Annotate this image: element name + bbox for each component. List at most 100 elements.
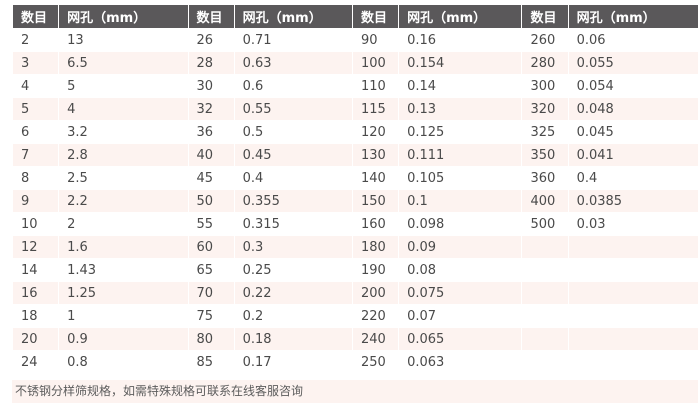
aperture-cell: 0.063: [399, 351, 522, 373]
aperture-cell: 0.17: [234, 351, 352, 373]
mesh-count-cell: [522, 236, 568, 258]
aperture-cell: 0.0385: [568, 190, 698, 212]
mesh-count-cell: 40: [188, 144, 234, 166]
aperture-cell: 2: [59, 213, 188, 235]
table-row: 8 2.5 45 0.4 140 0.105 360 0.4: [13, 167, 698, 189]
mesh-count-cell: [522, 259, 568, 281]
aperture-cell: 1.43: [59, 259, 188, 281]
table-row: 18 1 75 0.2 220 0.07: [13, 305, 698, 327]
mesh-count-cell: 32: [188, 98, 234, 120]
table-row: 24 0.8 85 0.17 250 0.063: [13, 351, 698, 373]
aperture-cell: 2.2: [59, 190, 188, 212]
aperture-cell: 0.09: [399, 236, 522, 258]
aperture-cell: 4: [59, 98, 188, 120]
mesh-count-cell: 6: [13, 121, 59, 143]
aperture-cell: 0.25: [234, 259, 352, 281]
table-row: 16 1.25 70 0.22 200 0.075: [13, 282, 698, 304]
header-mesh-count-4: 数目: [522, 5, 568, 28]
aperture-cell: [568, 259, 698, 281]
aperture-cell: 0.18: [234, 328, 352, 350]
mesh-count-cell: 60: [188, 236, 234, 258]
mesh-count-cell: 280: [522, 52, 568, 74]
aperture-cell: 0.55: [234, 98, 352, 120]
mesh-count-cell: 36: [188, 121, 234, 143]
mesh-count-cell: 20: [13, 328, 59, 350]
mesh-count-cell: 28: [188, 52, 234, 74]
aperture-cell: 0.054: [568, 75, 698, 97]
mesh-count-cell: [522, 305, 568, 327]
table-row: 9 2.2 50 0.355 150 0.1 400 0.0385: [13, 190, 698, 212]
aperture-cell: 0.14: [399, 75, 522, 97]
mesh-count-cell: 115: [352, 98, 399, 120]
aperture-cell: 0.041: [568, 144, 698, 166]
header-aperture-3: 网孔（mm）: [399, 5, 522, 28]
mesh-count-cell: 320: [522, 98, 568, 120]
aperture-cell: 3.2: [59, 121, 188, 143]
header-aperture-2: 网孔（mm）: [234, 5, 352, 28]
aperture-cell: 0.048: [568, 98, 698, 120]
aperture-cell: 0.355: [234, 190, 352, 212]
aperture-cell: 0.9: [59, 328, 188, 350]
mesh-count-cell: 7: [13, 144, 59, 166]
mesh-count-cell: 9: [13, 190, 59, 212]
mesh-count-cell: 16: [13, 282, 59, 304]
aperture-cell: 0.075: [399, 282, 522, 304]
aperture-cell: 0.105: [399, 167, 522, 189]
mesh-count-cell: 80: [188, 328, 234, 350]
aperture-cell: 0.63: [234, 52, 352, 74]
aperture-cell: 0.125: [399, 121, 522, 143]
aperture-cell: 1.6: [59, 236, 188, 258]
aperture-cell: [568, 236, 698, 258]
table-header-row: 数目 网孔（mm） 数目 网孔（mm） 数目 网孔（mm） 数目 网孔（mm）: [13, 5, 698, 28]
aperture-cell: [568, 351, 698, 373]
aperture-cell: 0.1: [399, 190, 522, 212]
aperture-cell: 6.5: [59, 52, 188, 74]
header-mesh-count-1: 数目: [13, 5, 59, 28]
mesh-count-cell: 325: [522, 121, 568, 143]
table-row: 7 2.8 40 0.45 130 0.111 350 0.041: [13, 144, 698, 166]
aperture-cell: 1.25: [59, 282, 188, 304]
aperture-cell: 0.065: [399, 328, 522, 350]
sieve-spec-table: 数目 网孔（mm） 数目 网孔（mm） 数目 网孔（mm） 数目 网孔（mm） …: [12, 4, 699, 374]
mesh-count-cell: 5: [13, 98, 59, 120]
aperture-cell: 0.4: [568, 167, 698, 189]
mesh-count-cell: 12: [13, 236, 59, 258]
mesh-count-cell: 150: [352, 190, 399, 212]
aperture-cell: 0.13: [399, 98, 522, 120]
aperture-cell: 0.3: [234, 236, 352, 258]
mesh-count-cell: 350: [522, 144, 568, 166]
table-row: 10 2 55 0.315 160 0.098 500 0.03: [13, 213, 698, 235]
aperture-cell: [568, 282, 698, 304]
aperture-cell: 0.4: [234, 167, 352, 189]
aperture-cell: 0.111: [399, 144, 522, 166]
aperture-cell: 0.045: [568, 121, 698, 143]
mesh-count-cell: 4: [13, 75, 59, 97]
mesh-count-cell: 220: [352, 305, 399, 327]
aperture-cell: 0.06: [568, 29, 698, 51]
mesh-count-cell: [522, 328, 568, 350]
table-row: 5 4 32 0.55 115 0.13 320 0.048: [13, 98, 698, 120]
table-row: 20 0.9 80 0.18 240 0.065: [13, 328, 698, 350]
mesh-count-cell: 26: [188, 29, 234, 51]
mesh-count-cell: 55: [188, 213, 234, 235]
mesh-count-cell: 120: [352, 121, 399, 143]
mesh-count-cell: 2: [13, 29, 59, 51]
table-row: 14 1.43 65 0.25 190 0.08: [13, 259, 698, 281]
mesh-count-cell: 14: [13, 259, 59, 281]
mesh-count-cell: 90: [352, 29, 399, 51]
aperture-cell: 0.8: [59, 351, 188, 373]
mesh-count-cell: [522, 351, 568, 373]
aperture-cell: 2.5: [59, 167, 188, 189]
mesh-count-cell: 85: [188, 351, 234, 373]
table-row: 3 6.5 28 0.63 100 0.154 280 0.055: [13, 52, 698, 74]
mesh-count-cell: 160: [352, 213, 399, 235]
mesh-count-cell: 65: [188, 259, 234, 281]
mesh-count-cell: [522, 282, 568, 304]
mesh-count-cell: 110: [352, 75, 399, 97]
aperture-cell: 0.2: [234, 305, 352, 327]
header-aperture-4: 网孔（mm）: [568, 5, 698, 28]
aperture-cell: 0.08: [399, 259, 522, 281]
table-body: 2 13 26 0.71 90 0.16 260 0.06 3 6.5 28 0.63 100 0.154…: [13, 29, 698, 373]
mesh-count-cell: 140: [352, 167, 399, 189]
